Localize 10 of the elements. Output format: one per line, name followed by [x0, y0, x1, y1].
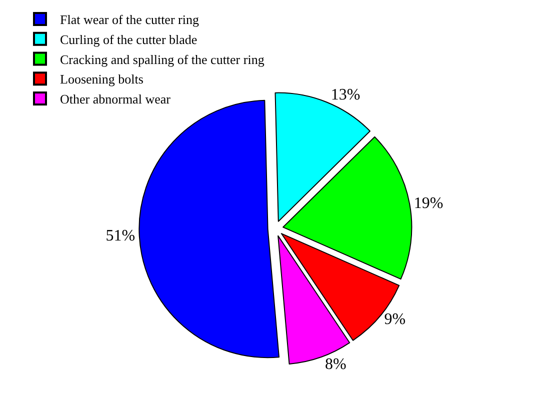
legend-label: Curling of the cutter blade — [60, 32, 198, 47]
legend-label: Flat wear of the cutter ring — [60, 12, 200, 28]
data-label: 9% — [384, 311, 406, 328]
data-label: 8% — [325, 356, 346, 374]
legend-label: Loosening bolts — [60, 72, 144, 87]
data-label: 13% — [330, 86, 360, 104]
legend-label: Other abnormal wear — [60, 92, 172, 107]
data-label: 51% — [106, 228, 136, 245]
data-label: 19% — [414, 195, 444, 212]
legend-label: Cracking and spalling of the cutter ring — [60, 52, 265, 67]
